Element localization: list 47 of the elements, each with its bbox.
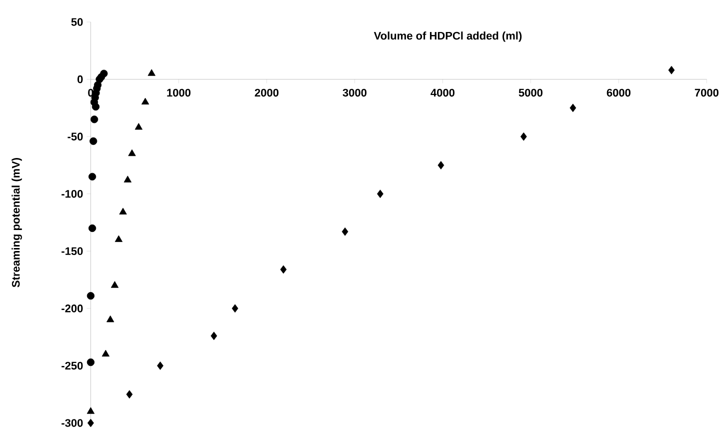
point (570, 104, 576, 112)
point (86, 358, 95, 366)
point (119, 208, 127, 214)
point (110, 281, 119, 288)
x-tick-label: 4000 (430, 88, 454, 97)
point (438, 161, 444, 170)
point (210, 332, 218, 340)
point (94, 81, 102, 89)
y-tick-label: -50 (68, 132, 83, 140)
y-tick-label: -100 (62, 190, 83, 198)
x-tick-label: 1000 (167, 88, 190, 97)
y-axis-title: Streaming potential (mV) (12, 158, 22, 288)
point (88, 172, 96, 180)
point (106, 315, 114, 322)
x-tick-label: 3000 (342, 88, 366, 97)
x-tick-label: 5000 (518, 88, 542, 97)
point (377, 190, 384, 198)
point (668, 66, 675, 74)
point (114, 235, 123, 242)
point (148, 69, 156, 76)
point (342, 227, 348, 236)
point (102, 350, 110, 357)
point (280, 265, 287, 274)
point (124, 176, 132, 182)
x-tick-label: 6000 (606, 88, 630, 97)
point (90, 116, 98, 124)
point (86, 407, 95, 414)
x-tick-label: 2000 (254, 88, 278, 97)
x-axis-title: Volume of HDPCl added (ml) (374, 32, 522, 42)
point (126, 390, 133, 399)
y-tick-label: -150 (62, 247, 83, 256)
point (128, 149, 136, 156)
y-tick-label: 50 (71, 18, 83, 26)
point (86, 292, 95, 300)
point (141, 98, 150, 104)
y-tick-label: -300 (62, 419, 83, 427)
point (88, 224, 96, 232)
y-tick-label: -200 (62, 304, 83, 312)
y-tick-label: -250 (62, 362, 83, 370)
point (100, 70, 108, 78)
point (134, 123, 143, 130)
point (90, 137, 98, 145)
point (520, 132, 527, 141)
point (157, 362, 164, 370)
y-tick-label: 0 (78, 75, 83, 84)
point (232, 304, 238, 313)
x-tick-label: 7000 (694, 88, 718, 97)
